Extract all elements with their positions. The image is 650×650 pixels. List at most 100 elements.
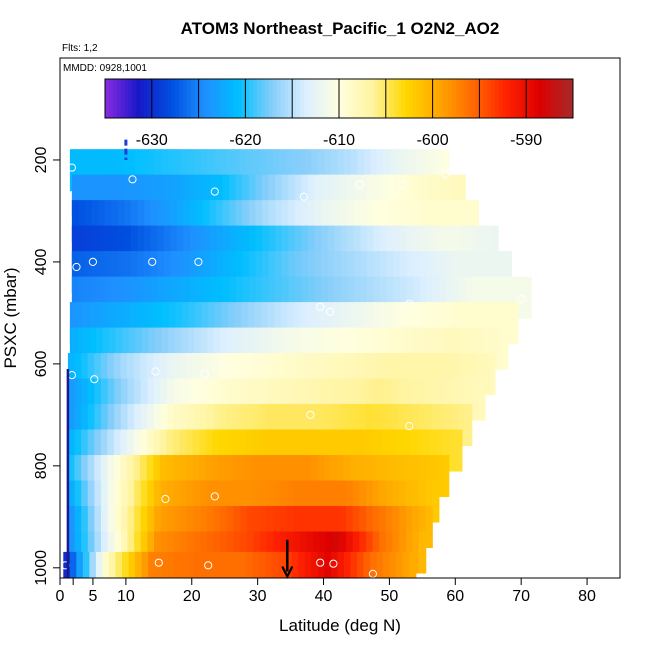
sample-marker <box>194 257 203 266</box>
heat-cell <box>412 276 421 319</box>
heat-cell <box>71 276 80 319</box>
heat-cell <box>352 404 360 447</box>
heat-cell <box>144 251 152 294</box>
heat-cell <box>240 378 248 421</box>
heat-cell <box>307 174 316 217</box>
heat-cell <box>376 429 384 472</box>
heat-cell <box>438 302 447 345</box>
heat-cell <box>82 551 91 578</box>
heat-cell <box>409 455 417 498</box>
heat-cell <box>246 327 254 370</box>
colorbar-cell <box>272 79 278 118</box>
heat-cell <box>305 149 313 192</box>
heat-cell <box>232 429 240 472</box>
heat-cell <box>157 200 165 243</box>
heat-cell <box>229 251 237 294</box>
heat-cell <box>288 225 296 268</box>
colorbar-cell <box>420 79 426 118</box>
heat-cell <box>216 225 224 268</box>
heat-cell <box>281 225 289 268</box>
colorbar-cell <box>440 79 445 118</box>
heat-cell <box>71 174 80 217</box>
heat-cell <box>226 378 234 421</box>
heat-cell <box>406 276 414 319</box>
heat-cell <box>172 429 181 472</box>
heat-cell <box>76 149 84 192</box>
heat-cell <box>81 480 89 523</box>
colorbar-cell <box>358 79 363 118</box>
colorbar-cell <box>124 79 129 118</box>
heat-cell <box>297 353 305 396</box>
heat-cell <box>220 149 228 192</box>
heat-cell <box>220 378 228 421</box>
heat-cell <box>373 225 381 268</box>
heat-cell <box>140 404 148 447</box>
heat-cell <box>192 455 200 498</box>
heat-cell <box>117 174 125 217</box>
heat-cell <box>239 551 247 578</box>
heat-cell <box>159 455 167 498</box>
heat-cell <box>468 353 476 396</box>
colorbar-cell <box>424 79 430 118</box>
heat-cell <box>195 302 203 345</box>
sample-marker <box>441 170 450 179</box>
heat-cell <box>432 174 440 217</box>
sample-marker <box>72 262 81 272</box>
x-tick-label: 10 <box>117 588 135 605</box>
heat-cell <box>405 302 414 345</box>
sample-marker <box>326 307 335 316</box>
heat-cell <box>246 149 254 192</box>
heat-cell <box>326 378 334 421</box>
heat-cell <box>265 551 273 578</box>
heat-cell <box>330 429 338 472</box>
heat-cell <box>293 404 301 447</box>
heat-cell <box>238 429 246 472</box>
heat-cell <box>478 378 486 421</box>
heat-cell <box>455 327 463 370</box>
heat-cell <box>398 404 407 447</box>
x-tick-label: 80 <box>578 588 596 605</box>
heat-cell <box>113 429 122 472</box>
heat-cell <box>360 276 368 319</box>
heat-cell <box>216 174 224 217</box>
heat-cell <box>451 404 460 447</box>
heat-cell <box>89 327 97 370</box>
heat-cell <box>76 302 84 345</box>
heat-cell <box>380 251 388 294</box>
heat-cell <box>84 276 93 319</box>
heat-cell <box>299 480 307 523</box>
heat-cell <box>359 480 367 523</box>
heat-cell <box>104 174 112 217</box>
heat-cell <box>108 551 117 578</box>
heat-cell <box>179 429 187 472</box>
heat-cell <box>124 174 132 217</box>
heat-cell <box>326 404 334 447</box>
heat-cell <box>220 480 228 523</box>
heat-cell <box>94 480 102 523</box>
heat-cell <box>89 302 97 345</box>
heat-cell <box>334 225 342 268</box>
sample-marker <box>398 180 407 189</box>
heat-cell <box>458 174 466 217</box>
heat-cell <box>372 506 380 549</box>
heat-cell <box>363 551 371 578</box>
heat-cell <box>273 480 281 523</box>
colorbar-cell <box>229 79 235 118</box>
heat-cell <box>214 302 223 345</box>
colorbar-cell <box>105 79 110 118</box>
heat-cell <box>264 455 273 498</box>
heat-cell <box>127 455 135 498</box>
heat-cell <box>307 225 316 268</box>
heat-cell <box>209 251 217 294</box>
colorbar-cell <box>381 79 387 118</box>
heat-cell <box>107 378 115 421</box>
heat-cell <box>343 429 351 472</box>
colorbar-cell <box>561 79 566 118</box>
heat-cell <box>340 174 348 217</box>
heat-cell <box>383 149 391 192</box>
heat-cell <box>235 251 243 294</box>
heat-cell <box>262 276 270 319</box>
heat-cell <box>372 404 380 447</box>
heat-cell <box>147 404 155 447</box>
heat-cell <box>159 353 168 396</box>
